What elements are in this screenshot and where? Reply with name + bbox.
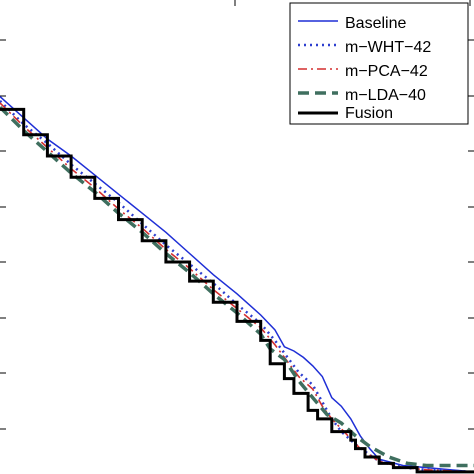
legend-box <box>289 2 469 125</box>
legend-label-fusion: Fusion <box>345 105 393 122</box>
legend-label-m-pca-42: m−PCA−42 <box>345 63 428 80</box>
legend-label-baseline: Baseline <box>345 15 406 32</box>
legend: Baseline m−WHT−42 m−PCA−42 m−LDA−40 Fusi… <box>289 2 469 125</box>
legend-label-m-lda-40: m−LDA−40 <box>345 87 426 104</box>
series-line-baseline <box>0 96 474 473</box>
series-line-fusion <box>0 107 474 474</box>
series-layer <box>0 96 474 474</box>
legend-label-m-wht-42: m−WHT−42 <box>345 39 431 56</box>
axis-ticks <box>0 0 474 430</box>
series-line-m-pca-42 <box>0 102 474 473</box>
